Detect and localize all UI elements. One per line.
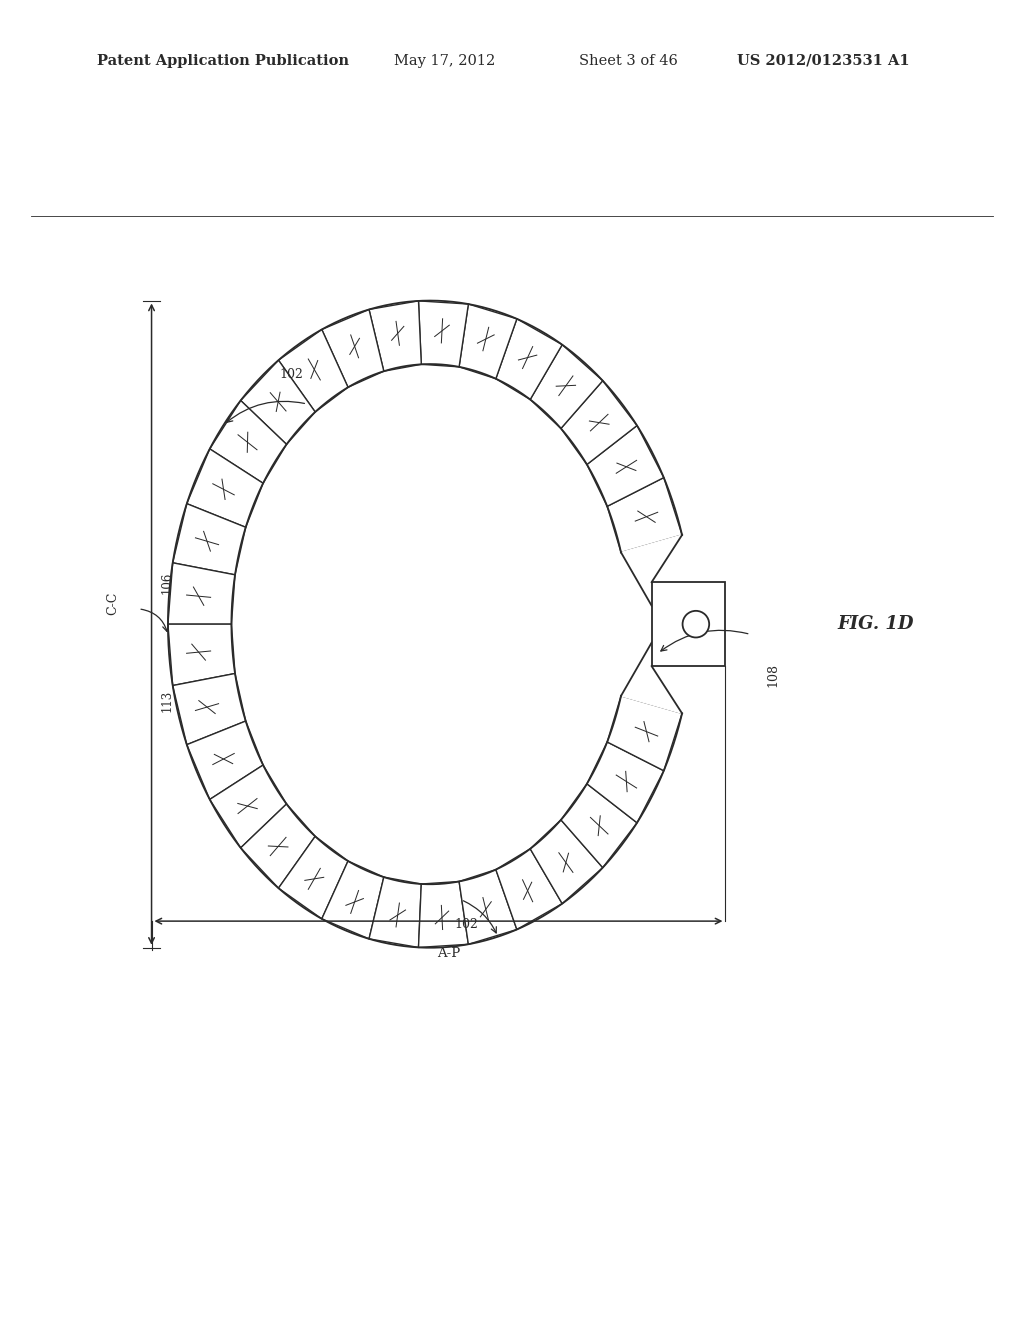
Polygon shape	[607, 478, 682, 553]
Text: Patent Application Publication: Patent Application Publication	[97, 54, 349, 67]
Polygon shape	[496, 849, 562, 929]
Text: 113: 113	[161, 690, 173, 711]
Text: 102: 102	[454, 919, 478, 932]
Polygon shape	[419, 301, 468, 367]
Polygon shape	[369, 876, 421, 948]
Polygon shape	[587, 425, 664, 507]
Polygon shape	[530, 345, 603, 429]
Polygon shape	[279, 330, 348, 412]
Text: FIG. 1D: FIG. 1D	[838, 615, 913, 634]
Polygon shape	[168, 624, 236, 685]
Text: C-C: C-C	[106, 591, 119, 615]
Circle shape	[683, 611, 710, 638]
Polygon shape	[210, 400, 287, 483]
Bar	[651, 582, 725, 667]
Polygon shape	[419, 882, 468, 948]
Text: US 2012/0123531 A1: US 2012/0123531 A1	[737, 54, 910, 67]
Polygon shape	[279, 837, 348, 919]
Polygon shape	[369, 301, 421, 371]
Polygon shape	[173, 673, 246, 744]
Polygon shape	[168, 562, 236, 624]
Text: 108: 108	[767, 664, 779, 688]
Polygon shape	[459, 870, 517, 944]
Polygon shape	[607, 696, 682, 771]
Text: A-P: A-P	[437, 946, 461, 960]
Polygon shape	[459, 304, 517, 379]
Polygon shape	[241, 804, 315, 888]
Text: 106: 106	[161, 572, 173, 594]
Text: Sheet 3 of 46: Sheet 3 of 46	[579, 54, 678, 67]
Polygon shape	[561, 380, 637, 465]
Polygon shape	[186, 449, 263, 527]
Polygon shape	[561, 784, 637, 867]
Polygon shape	[322, 861, 384, 939]
Polygon shape	[241, 360, 315, 445]
Text: 102: 102	[280, 368, 304, 381]
Polygon shape	[210, 766, 287, 847]
Polygon shape	[173, 504, 246, 574]
Polygon shape	[496, 319, 562, 400]
Text: May 17, 2012: May 17, 2012	[394, 54, 496, 67]
Polygon shape	[186, 721, 263, 800]
Polygon shape	[322, 309, 384, 387]
Polygon shape	[530, 820, 603, 904]
Polygon shape	[621, 535, 682, 713]
Polygon shape	[587, 742, 664, 822]
